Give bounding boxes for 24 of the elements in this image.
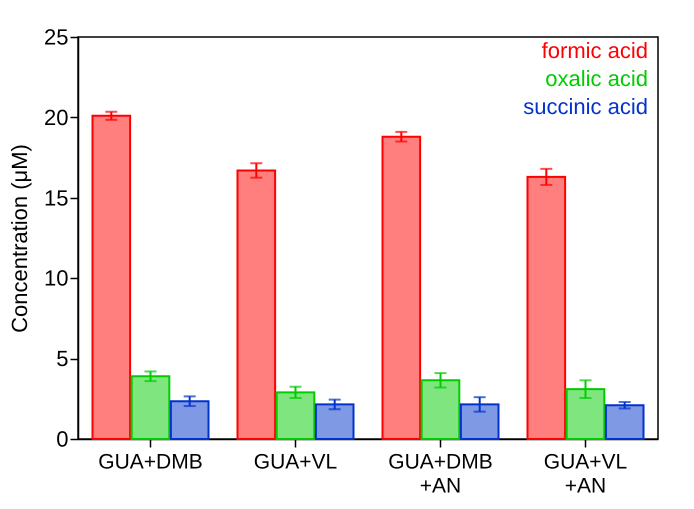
bar [314,403,354,440]
x-tick-label: GUA+DMB [98,450,203,474]
text: succinic acid [523,94,648,119]
y-axis-title: Concentration (μM) [7,144,32,333]
y-tick-label: 25 [44,24,68,50]
text: oxalic acid [545,66,648,91]
bar [526,176,566,440]
y-tick-label: 20 [44,104,68,130]
x-tick-label: GUA+VL [254,450,338,474]
bar [276,391,316,440]
x-tick-label: GUA+DMB +AN [388,450,493,498]
y-tick-label: 10 [44,266,68,291]
x-tick-label: GUA+VL +AN [544,450,628,498]
y-tick-label: 15 [44,185,68,210]
bar [382,136,422,440]
bar [566,388,606,440]
text: formic acid [542,38,648,63]
bar [130,375,170,440]
bar [170,400,210,440]
y-tick-label: 0 [56,426,68,452]
y-tick-label: 5 [56,346,68,372]
bar [460,403,500,440]
bar [420,379,460,440]
bar [236,169,276,440]
